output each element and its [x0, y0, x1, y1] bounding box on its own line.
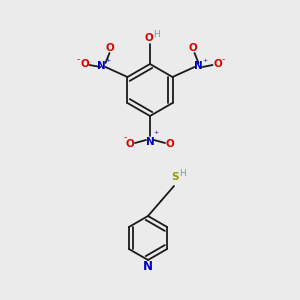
Text: O: O — [188, 43, 197, 53]
Text: H: H — [180, 169, 186, 178]
Text: -: - — [77, 56, 80, 64]
Text: O: O — [105, 43, 114, 53]
Text: S: S — [171, 172, 179, 182]
Text: -: - — [222, 56, 225, 64]
Text: O: O — [126, 139, 134, 149]
Text: O: O — [80, 59, 89, 69]
Text: +: + — [153, 130, 159, 134]
Text: -: - — [123, 134, 127, 142]
Text: O: O — [166, 139, 174, 149]
Text: O: O — [145, 33, 153, 43]
Text: N: N — [146, 137, 154, 147]
Text: N: N — [194, 61, 203, 71]
Text: H: H — [153, 30, 159, 39]
Text: +: + — [202, 58, 207, 64]
Text: N: N — [143, 260, 153, 274]
Text: N: N — [97, 61, 106, 71]
Text: O: O — [213, 59, 222, 69]
Text: +: + — [105, 58, 110, 64]
